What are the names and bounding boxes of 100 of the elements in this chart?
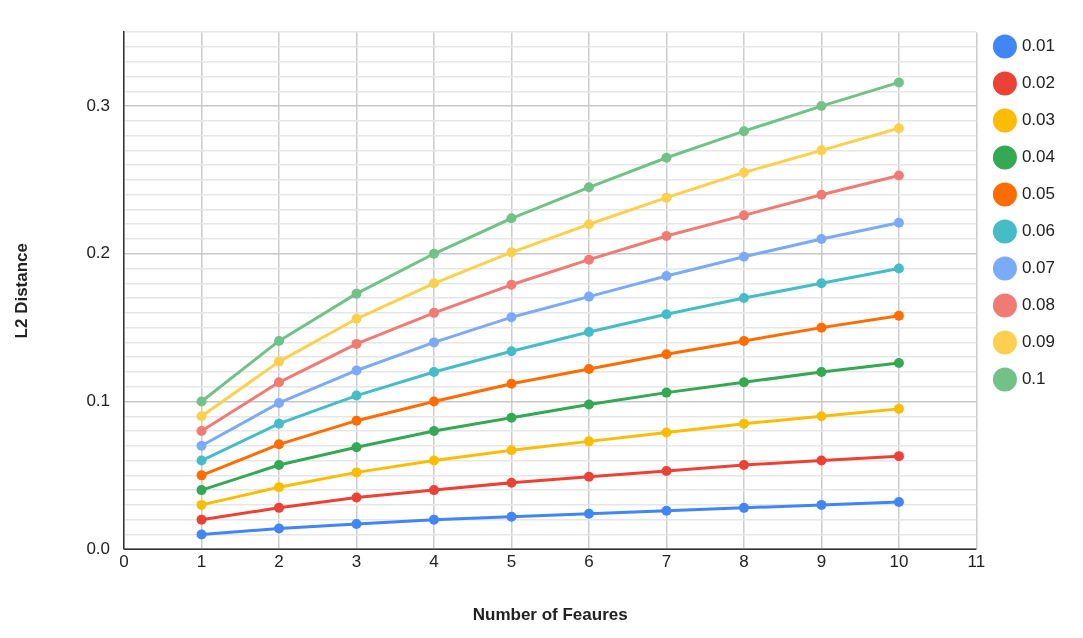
y-tick-label: 0.2: [86, 243, 111, 263]
point: [274, 335, 285, 346]
point: [661, 349, 672, 360]
point: [738, 126, 749, 137]
point: [661, 192, 672, 203]
x-axis-title: Number of Feaures: [472, 605, 628, 625]
point: [583, 436, 594, 447]
point: [196, 514, 207, 525]
x-tick-label: 7: [661, 552, 672, 572]
point: [893, 123, 904, 134]
point: [274, 356, 285, 367]
point: [196, 411, 207, 422]
x-tick-label: 10: [889, 552, 909, 572]
point: [661, 465, 672, 476]
point: [506, 247, 517, 258]
point: [274, 523, 285, 534]
point: [351, 365, 362, 376]
point: [428, 455, 439, 466]
point: [583, 471, 594, 482]
point: [506, 445, 517, 456]
point: [738, 377, 749, 388]
point: [893, 310, 904, 321]
point: [506, 511, 517, 522]
x-tick-label: 2: [274, 552, 284, 572]
point: [661, 309, 672, 320]
point: [274, 460, 285, 470]
point: [583, 182, 594, 193]
point: [893, 170, 904, 181]
point: [274, 418, 285, 429]
point: [428, 426, 439, 437]
point: [893, 263, 904, 274]
point: [893, 77, 904, 88]
x-tick-label: 4: [429, 552, 439, 572]
point: [738, 460, 749, 470]
x-tick-label: 1: [196, 552, 207, 572]
legend-label: 0.1: [1021, 369, 1046, 389]
point: [428, 248, 439, 259]
point: [583, 363, 594, 374]
point: [738, 210, 749, 221]
point: [583, 219, 594, 230]
point: [274, 502, 285, 513]
x-tick-label: 0: [119, 552, 129, 572]
x-tick-label: 11: [967, 552, 986, 572]
point: [893, 403, 904, 414]
point: [893, 451, 904, 462]
point: [506, 279, 517, 290]
legend-label: 0.04: [1021, 147, 1056, 167]
point: [893, 358, 904, 369]
point: [661, 387, 672, 398]
legend-label: 0.09: [1021, 332, 1056, 352]
point: [816, 322, 827, 333]
point: [274, 377, 285, 388]
point: [738, 502, 749, 513]
point: [816, 411, 827, 422]
point: [196, 440, 207, 451]
point: [428, 307, 439, 318]
point: [661, 231, 672, 242]
point: [274, 397, 285, 408]
point: [428, 278, 439, 289]
point: [196, 485, 207, 496]
point: [351, 313, 362, 324]
point: [583, 508, 594, 519]
point: [816, 145, 827, 156]
point: [583, 291, 594, 302]
point: [661, 152, 672, 163]
point: [506, 378, 517, 389]
point: [738, 335, 749, 346]
point: [583, 254, 594, 265]
point: [583, 399, 594, 410]
legend-label: 0.01: [1021, 36, 1056, 56]
point: [196, 470, 207, 481]
point: [893, 217, 904, 228]
point: [816, 234, 827, 244]
legend-label: 0.06: [1021, 221, 1056, 241]
point: [506, 412, 517, 423]
y-tick-label: 0.3: [86, 95, 111, 115]
point: [738, 167, 749, 178]
point: [816, 455, 827, 466]
x-tick-label: 3: [351, 552, 362, 572]
point: [428, 485, 439, 496]
point: [428, 514, 439, 525]
point: [274, 482, 285, 493]
point: [196, 455, 207, 466]
point: [351, 415, 362, 426]
point: [506, 346, 517, 357]
point: [506, 213, 517, 224]
x-tick-label: 8: [739, 552, 749, 572]
legend-label: 0.05: [1021, 184, 1056, 204]
x-tick-label: 9: [816, 552, 827, 572]
point: [506, 312, 517, 323]
legend-label: 0.03: [1021, 110, 1056, 130]
point: [738, 418, 749, 429]
point: [661, 270, 672, 281]
point: [351, 467, 362, 478]
point: [738, 251, 749, 262]
point: [351, 390, 362, 401]
point: [196, 396, 207, 407]
legend-label: 0.07: [1021, 258, 1056, 278]
legend-label: 0.02: [1021, 73, 1056, 93]
point: [196, 529, 207, 540]
